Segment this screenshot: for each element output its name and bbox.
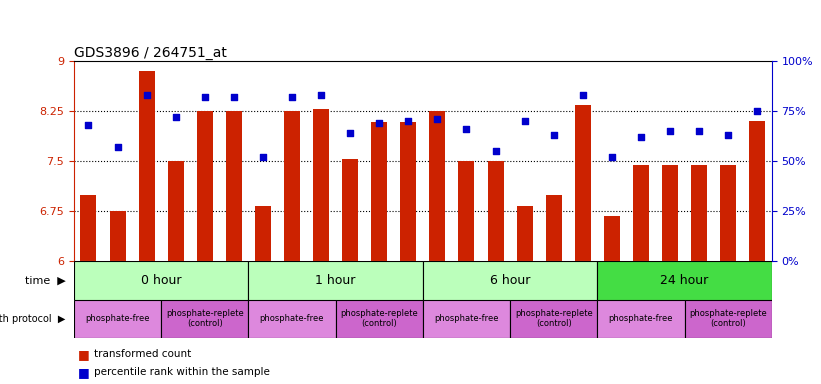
Bar <box>423 300 510 338</box>
Bar <box>488 161 503 261</box>
Bar <box>720 165 736 261</box>
Point <box>198 94 211 101</box>
Point <box>518 118 531 124</box>
Bar <box>226 111 242 261</box>
Bar <box>546 195 562 261</box>
Bar <box>401 122 416 261</box>
Bar <box>603 216 620 261</box>
Text: phosphate-free: phosphate-free <box>434 314 498 323</box>
Text: phosphate-replete
(control): phosphate-replete (control) <box>515 309 593 328</box>
Bar <box>342 159 358 261</box>
Point <box>489 148 502 154</box>
Point <box>692 128 705 134</box>
Point <box>256 154 269 161</box>
Bar <box>284 111 300 261</box>
Point <box>286 94 299 101</box>
Text: percentile rank within the sample: percentile rank within the sample <box>94 367 270 377</box>
Text: ■: ■ <box>78 366 89 379</box>
Bar <box>80 195 96 261</box>
Bar <box>313 109 329 261</box>
Text: phosphate-free: phosphate-free <box>85 314 149 323</box>
Point <box>401 118 415 124</box>
Bar <box>458 161 475 261</box>
Point <box>227 94 241 101</box>
Point <box>663 128 677 134</box>
Bar <box>633 165 649 261</box>
Text: 1 hour: 1 hour <box>315 274 355 287</box>
Text: phosphate-replete
(control): phosphate-replete (control) <box>341 309 418 328</box>
Point <box>460 126 473 132</box>
Bar <box>248 261 423 300</box>
Text: 0 hour: 0 hour <box>141 274 181 287</box>
Bar <box>691 165 707 261</box>
Text: transformed count: transformed count <box>94 349 191 359</box>
Point <box>111 144 124 151</box>
Point <box>314 92 328 98</box>
Bar <box>598 300 685 338</box>
Bar <box>139 71 154 261</box>
Bar <box>167 161 184 261</box>
Bar <box>255 206 271 261</box>
Bar <box>109 211 126 261</box>
Bar <box>371 122 388 261</box>
Bar <box>510 300 598 338</box>
Text: 24 hour: 24 hour <box>660 274 709 287</box>
Bar <box>423 261 598 300</box>
Bar <box>516 206 533 261</box>
Text: time  ▶: time ▶ <box>25 275 66 285</box>
Point <box>82 122 95 128</box>
Point <box>343 130 356 136</box>
Point <box>169 114 182 121</box>
Point <box>373 120 386 126</box>
Point <box>431 116 444 122</box>
Point <box>750 108 764 114</box>
Text: GDS3896 / 264751_at: GDS3896 / 264751_at <box>74 46 227 60</box>
Bar <box>662 165 678 261</box>
Bar <box>575 105 591 261</box>
Bar <box>750 121 765 261</box>
Point <box>576 92 589 98</box>
Point <box>722 132 735 138</box>
Point <box>635 134 648 141</box>
Bar <box>429 111 445 261</box>
Text: 6 hour: 6 hour <box>490 274 530 287</box>
Bar <box>74 261 248 300</box>
Point <box>605 154 618 161</box>
Text: growth protocol  ▶: growth protocol ▶ <box>0 314 66 324</box>
Text: phosphate-free: phosphate-free <box>608 314 673 323</box>
Text: phosphate-free: phosphate-free <box>259 314 324 323</box>
Bar <box>74 300 161 338</box>
Text: phosphate-replete
(control): phosphate-replete (control) <box>690 309 767 328</box>
Bar <box>685 300 772 338</box>
Point <box>140 92 154 98</box>
Text: ■: ■ <box>78 348 89 361</box>
Point <box>547 132 560 138</box>
Bar <box>336 300 423 338</box>
Bar <box>161 300 248 338</box>
Text: phosphate-replete
(control): phosphate-replete (control) <box>166 309 244 328</box>
Bar <box>197 111 213 261</box>
Bar <box>248 300 336 338</box>
Bar <box>598 261 772 300</box>
